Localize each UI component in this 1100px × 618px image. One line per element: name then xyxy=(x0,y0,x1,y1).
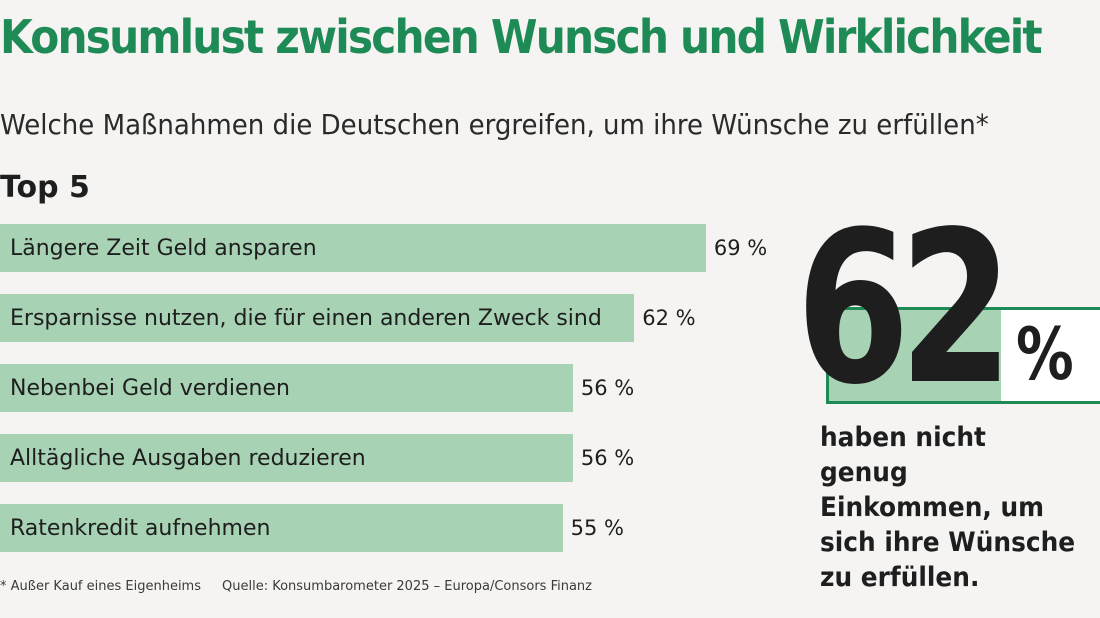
bar-value-label-4: 56 % xyxy=(580,446,635,470)
highlight-percent-sign: % xyxy=(1016,312,1074,396)
bar-5: Ratenkredit aufnehmen xyxy=(0,504,563,552)
bar-3: Nebenbei Geld verdienen xyxy=(0,364,573,412)
highlight-fill xyxy=(829,310,1001,401)
chart-title: Konsumlust zwischen Wunsch und Wirklichk… xyxy=(0,10,1043,64)
bar-1: Längere Zeit Geld ansparen xyxy=(0,224,706,272)
bar-2: Ersparnisse nutzen, die für einen andere… xyxy=(0,294,635,342)
bar-value-label-5: 55 % xyxy=(570,516,624,540)
chart-subtitle: Welche Maßnahmen die Deutschen ergreifen… xyxy=(0,108,989,141)
highlight-number: 62 xyxy=(796,186,1013,431)
bar-value-label-2: 62 % xyxy=(642,306,696,330)
bar-value-label-3: 56 % xyxy=(580,376,635,400)
source-note: Quelle: Konsumbarometer 2025 – Europa/Co… xyxy=(222,579,592,594)
highlight-caption: haben nicht genug Einkommen, um sich ihr… xyxy=(820,422,1076,593)
section-label: Top 5 xyxy=(0,170,90,205)
bar-value-label-1: 69 % xyxy=(713,236,768,260)
bar-4: Alltägliche Ausgaben reduzieren xyxy=(0,434,573,482)
highlight-box xyxy=(826,307,1100,404)
footnote: * Außer Kauf eines Eigenheims xyxy=(0,579,201,594)
